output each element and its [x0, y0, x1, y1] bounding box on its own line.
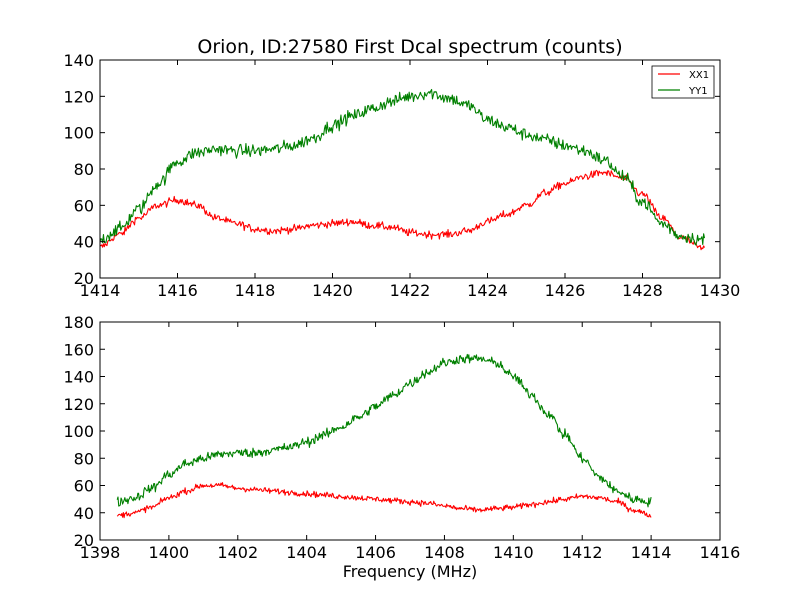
bottom-y-tick-label: 140 — [63, 368, 94, 387]
bottom-series-xx1-line — [116, 482, 652, 519]
top-x-tick-label: 1424 — [467, 281, 508, 300]
bottom-y-tick-label: 40 — [74, 504, 94, 523]
bottom-x-tick-label: 1408 — [424, 543, 465, 562]
bottom-x-tick-label: 1416 — [700, 543, 741, 562]
bottom-y-tick-label: 120 — [63, 395, 94, 414]
top-y-tick-label: 100 — [63, 124, 94, 143]
bottom-spectrum-plot: 1398 1400 1402 1404 1406 1408 1410 1412 1414 1416… — [63, 313, 740, 581]
bottom-plot-lines — [116, 353, 652, 519]
top-y-tick-label: 20 — [74, 269, 94, 288]
top-series-xx1-line — [99, 169, 705, 251]
bottom-y-tick-label: 100 — [63, 422, 94, 441]
bottom-plot-ticks: 1398 1400 1402 1404 1406 1408 1410 1412 1414 1416… — [63, 313, 740, 562]
top-y-tick-label: 140 — [63, 51, 94, 70]
legend-box — [651, 65, 715, 99]
bottom-y-tick-label: 180 — [63, 313, 94, 332]
top-chart-title: Orion, ID:27580 First Dcal spectrum (cou… — [197, 36, 622, 58]
top-x-tick-label: 1414 — [80, 281, 121, 300]
top-x-tick-label: 1418 — [235, 281, 276, 300]
top-plot-lines — [99, 88, 706, 251]
bottom-y-tick-label: 60 — [74, 477, 94, 496]
bottom-x-tick-label: 1402 — [217, 543, 258, 562]
top-x-tick-label: 1416 — [157, 281, 198, 300]
bottom-y-tick-label: 160 — [63, 340, 94, 359]
top-series-yy1-line — [99, 88, 706, 246]
bottom-y-tick-label: 20 — [74, 531, 94, 550]
bottom-x-tick-label: 1412 — [562, 543, 603, 562]
top-x-tick-label: 1430 — [700, 281, 741, 300]
top-x-tick-label: 1420 — [312, 281, 353, 300]
bottom-x-tick-label: 1404 — [286, 543, 327, 562]
top-y-tick-label: 80 — [74, 160, 94, 179]
top-x-tick-label: 1428 — [622, 281, 663, 300]
top-spectrum-plot: Orion, ID:27580 First Dcal spectrum (cou… — [63, 36, 740, 300]
bottom-x-tick-label: 1398 — [80, 543, 121, 562]
top-plot-ticks: 1414 1416 1418 1420 1422 1424 1426 1428 1430 20 40… — [63, 51, 740, 300]
bottom-x-tick-label: 1410 — [493, 543, 534, 562]
legend-xx1-label: XX1 — [689, 70, 709, 81]
top-y-tick-label: 40 — [74, 233, 94, 252]
bottom-x-tick-label: 1400 — [149, 543, 190, 562]
top-x-tick-label: 1426 — [545, 281, 586, 300]
top-y-tick-label: 120 — [63, 87, 94, 106]
bottom-y-tick-label: 80 — [74, 449, 94, 468]
bottom-x-tick-label: 1406 — [355, 543, 396, 562]
top-y-tick-label: 60 — [74, 196, 94, 215]
top-x-tick-label: 1422 — [390, 281, 431, 300]
top-plot-legend: XX1 YY1 — [651, 65, 715, 99]
bottom-x-tick-label: 1414 — [631, 543, 672, 562]
legend-yy1-label: YY1 — [688, 86, 708, 97]
x-axis-label: Frequency (MHz) — [343, 562, 477, 581]
bottom-series-yy1-line — [116, 353, 652, 508]
